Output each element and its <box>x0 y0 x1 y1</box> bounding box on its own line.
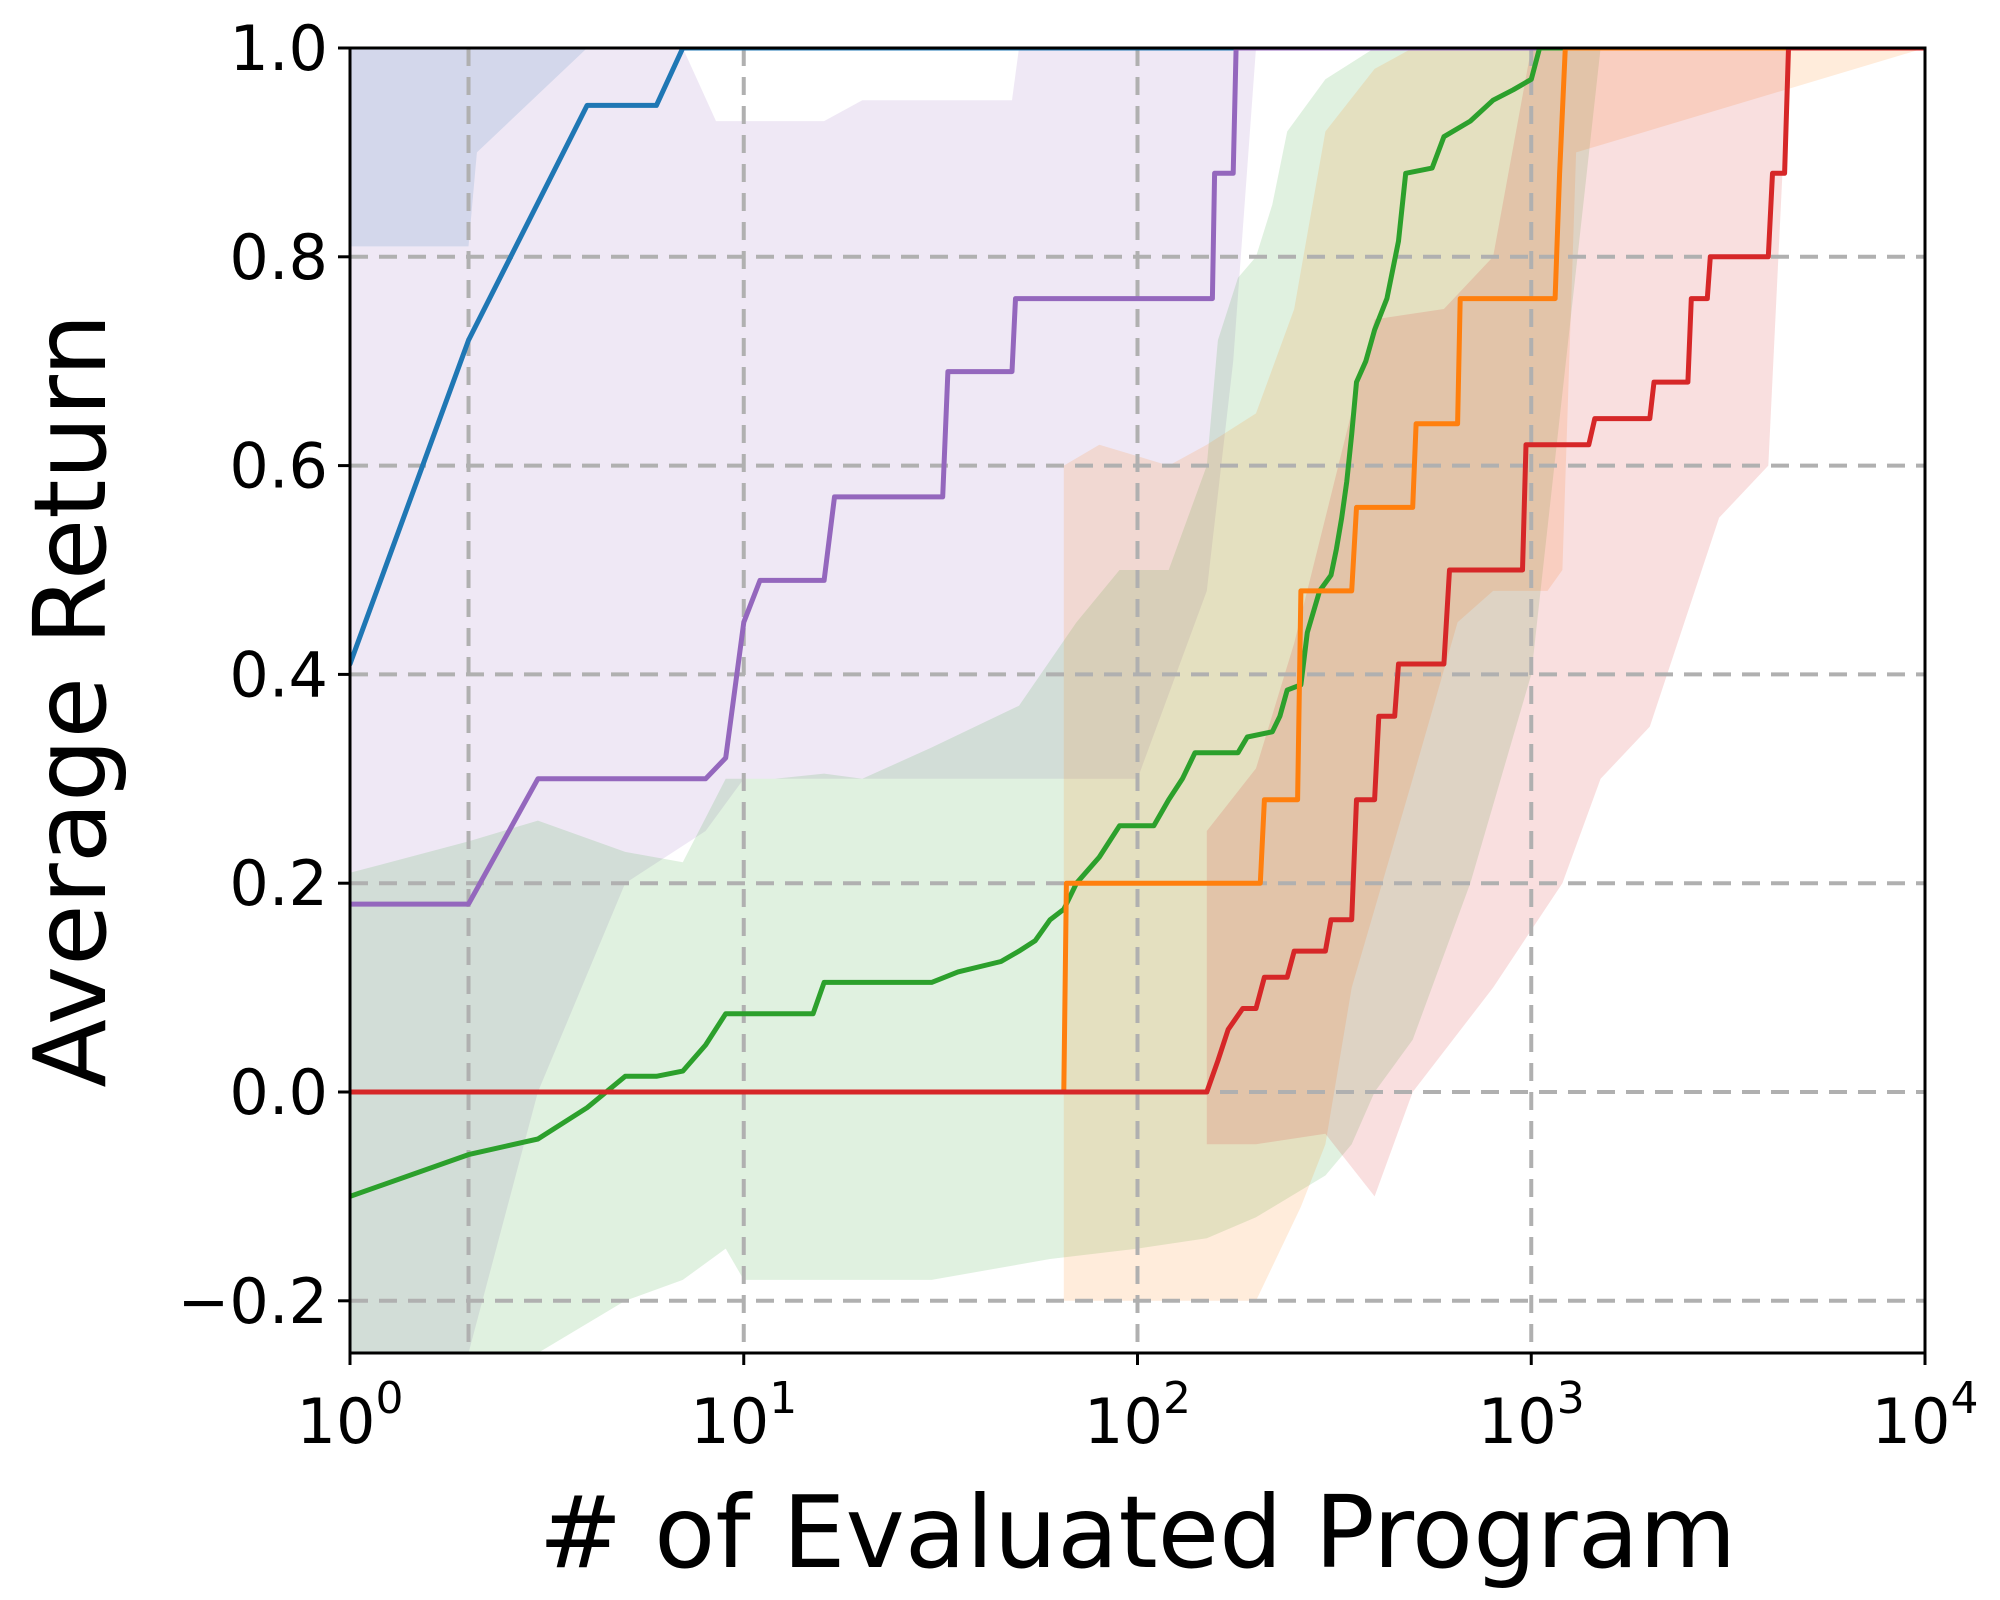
band-series-1 <box>350 48 1925 247</box>
x-tick-exponent: 0 <box>375 1373 403 1424</box>
x-tick-label: 101 <box>690 1373 797 1458</box>
y-axis-title: Average Return <box>12 313 129 1087</box>
line-series-2 <box>350 48 1925 907</box>
band-series-5 <box>1206 48 1925 1197</box>
band-series-4 <box>1063 48 1925 1301</box>
x-tick-base: 10 <box>297 1385 376 1458</box>
x-tick-label: 104 <box>1872 1373 1979 1458</box>
y-axis: −0.2 0.0 0.2 0.4 0.6 0.8 1.0 <box>177 12 350 1338</box>
y-tick-label: 0.4 <box>229 638 328 711</box>
line-series-3 <box>350 48 1925 1199</box>
x-tick-label: 100 <box>297 1373 404 1458</box>
x-tick-exponent: 1 <box>769 1373 797 1424</box>
y-tick-label: 1.0 <box>229 12 328 85</box>
x-axis: 100 101 102 103 104 <box>297 1353 1979 1458</box>
x-axis-title: # of Evaluated Program <box>539 1474 1737 1591</box>
line-series-5 <box>350 48 1925 1095</box>
y-tick-label: 0.2 <box>229 847 328 920</box>
y-tick-label: 0.0 <box>229 1056 328 1129</box>
x-tick-base: 10 <box>690 1385 769 1458</box>
y-tick-label: −0.2 <box>177 1265 328 1338</box>
y-tick-label: 0.6 <box>229 430 328 503</box>
x-tick-base: 10 <box>1084 1385 1163 1458</box>
line-series-1 <box>350 48 1925 667</box>
x-tick-base: 10 <box>1872 1385 1951 1458</box>
x-tick-exponent: 2 <box>1163 1373 1191 1424</box>
x-tick-label: 103 <box>1478 1373 1585 1458</box>
line-series-4 <box>350 48 1925 1095</box>
y-tick-label: 0.8 <box>229 221 328 294</box>
x-tick-exponent: 4 <box>1950 1373 1978 1424</box>
x-tick-base: 10 <box>1478 1385 1557 1458</box>
x-tick-exponent: 3 <box>1557 1373 1585 1424</box>
series-lines <box>350 48 1925 1199</box>
x-tick-label: 102 <box>1084 1373 1191 1458</box>
